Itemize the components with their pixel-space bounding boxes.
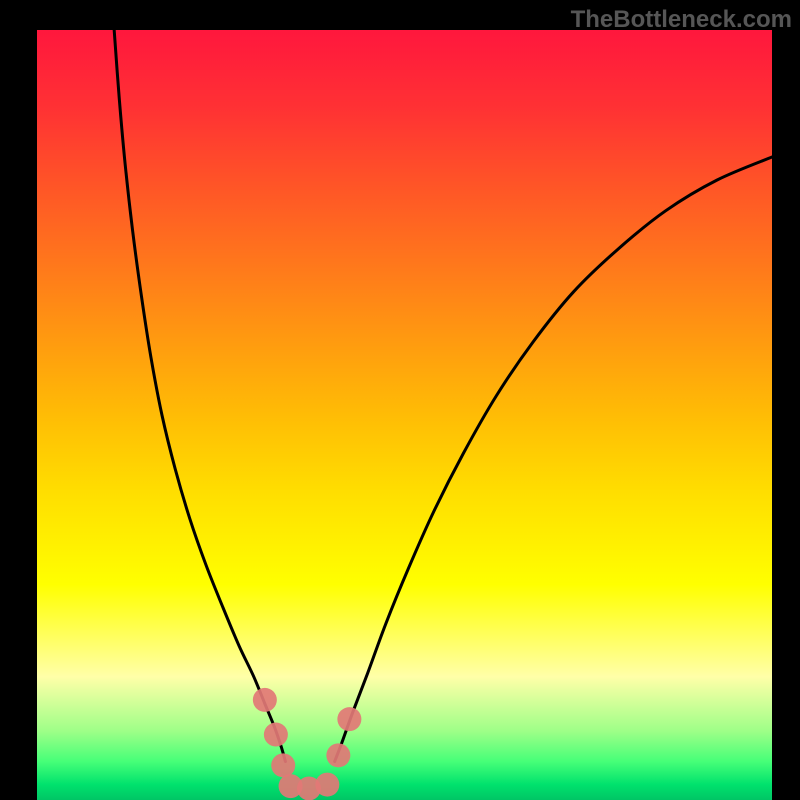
left-curve bbox=[114, 30, 285, 762]
right-curve bbox=[335, 157, 772, 761]
watermark-text: TheBottleneck.com bbox=[571, 6, 792, 34]
marker-dot bbox=[279, 774, 303, 798]
marker-dot bbox=[297, 776, 321, 800]
chart-stage: TheBottleneck.com bbox=[0, 0, 800, 800]
marker-dot bbox=[253, 688, 277, 712]
plot-area bbox=[37, 30, 772, 800]
chart-svg bbox=[37, 30, 772, 800]
gradient-background bbox=[37, 30, 772, 800]
marker-dot bbox=[271, 753, 295, 777]
marker-dot bbox=[337, 707, 361, 731]
marker-dot bbox=[264, 723, 288, 747]
marker-dot bbox=[326, 743, 350, 767]
marker-dot bbox=[315, 773, 339, 797]
marker-group bbox=[253, 688, 362, 800]
